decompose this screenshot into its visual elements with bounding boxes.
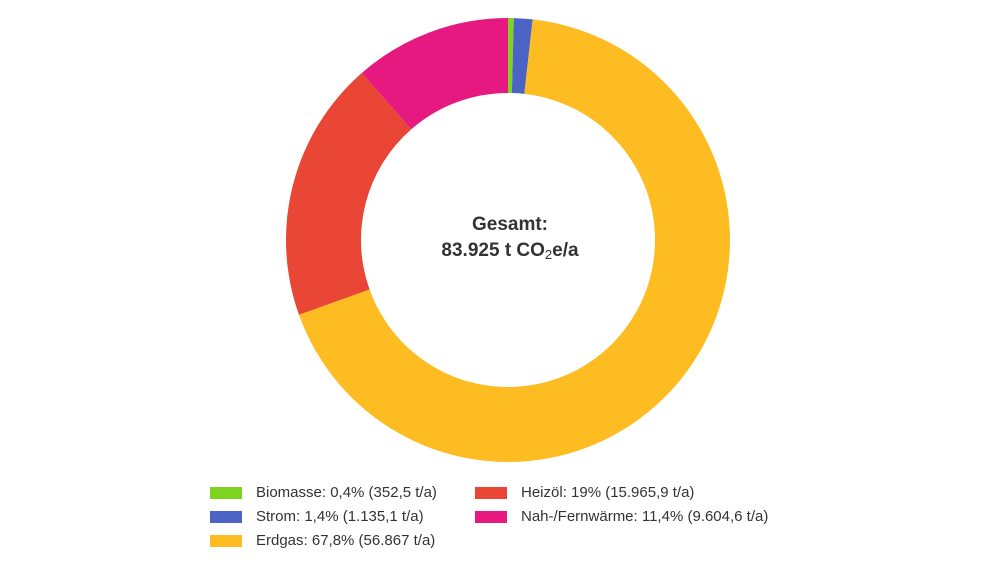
slice-biomasse[interactable]: [508, 18, 514, 94]
legend-swatch-strom: [210, 510, 242, 523]
legend-label-biomasse: Biomasse: 0,4% (352,5 t/a): [256, 484, 437, 501]
total-value-prefix: 83.925 t CO: [441, 240, 545, 261]
total-value-subscript: 2: [544, 247, 553, 262]
slice-nah-fernw-rme[interactable]: [361, 18, 508, 130]
slice-heiz-l[interactable]: [285, 72, 412, 315]
total-value-suffix: e/a: [552, 240, 579, 261]
total-label-value: 83.925 t CO2e/a: [360, 238, 660, 268]
total-label-heading: Gesamt:: [471, 214, 549, 235]
legend-swatch-fernwaerme: [475, 510, 507, 523]
legend-label-strom: Strom: 1,4% (1.135,1 t/a): [256, 508, 424, 525]
legend-item-erdgas[interactable]: Erdgas: 67,8% (56.867 t/a): [210, 532, 435, 549]
legend-item-heizoel[interactable]: Heizöl: 19% (15.965,9 t/a): [475, 484, 694, 501]
chart-legend: Biomasse: 0,4% (352,5 t/a) Heizöl: 19% (…: [0, 470, 1000, 564]
legend-item-strom[interactable]: Strom: 1,4% (1.135,1 t/a): [210, 508, 424, 525]
legend-swatch-heizoel: [475, 486, 507, 499]
legend-label-fernwaerme: Nah-/Fernwärme: 11,4% (9.604,6 t/a): [521, 508, 769, 525]
legend-item-biomasse[interactable]: Biomasse: 0,4% (352,5 t/a): [210, 484, 437, 501]
slice-erdgas[interactable]: [298, 19, 730, 463]
donut-chart: [285, 18, 730, 463]
total-label: Gesamt: 83.925 t CO2e/a: [360, 212, 660, 268]
slice-strom[interactable]: [511, 18, 533, 94]
legend-label-erdgas: Erdgas: 67,8% (56.867 t/a): [256, 532, 436, 549]
donut-slices: [285, 18, 730, 463]
legend-label-heizoel: Heizöl: 19% (15.965,9 t/a): [521, 484, 695, 501]
legend-swatch-erdgas: [210, 534, 242, 547]
legend-item-fernwaerme[interactable]: Nah-/Fernwärme: 11,4% (9.604,6 t/a): [475, 508, 768, 525]
legend-swatch-biomasse: [210, 486, 242, 499]
